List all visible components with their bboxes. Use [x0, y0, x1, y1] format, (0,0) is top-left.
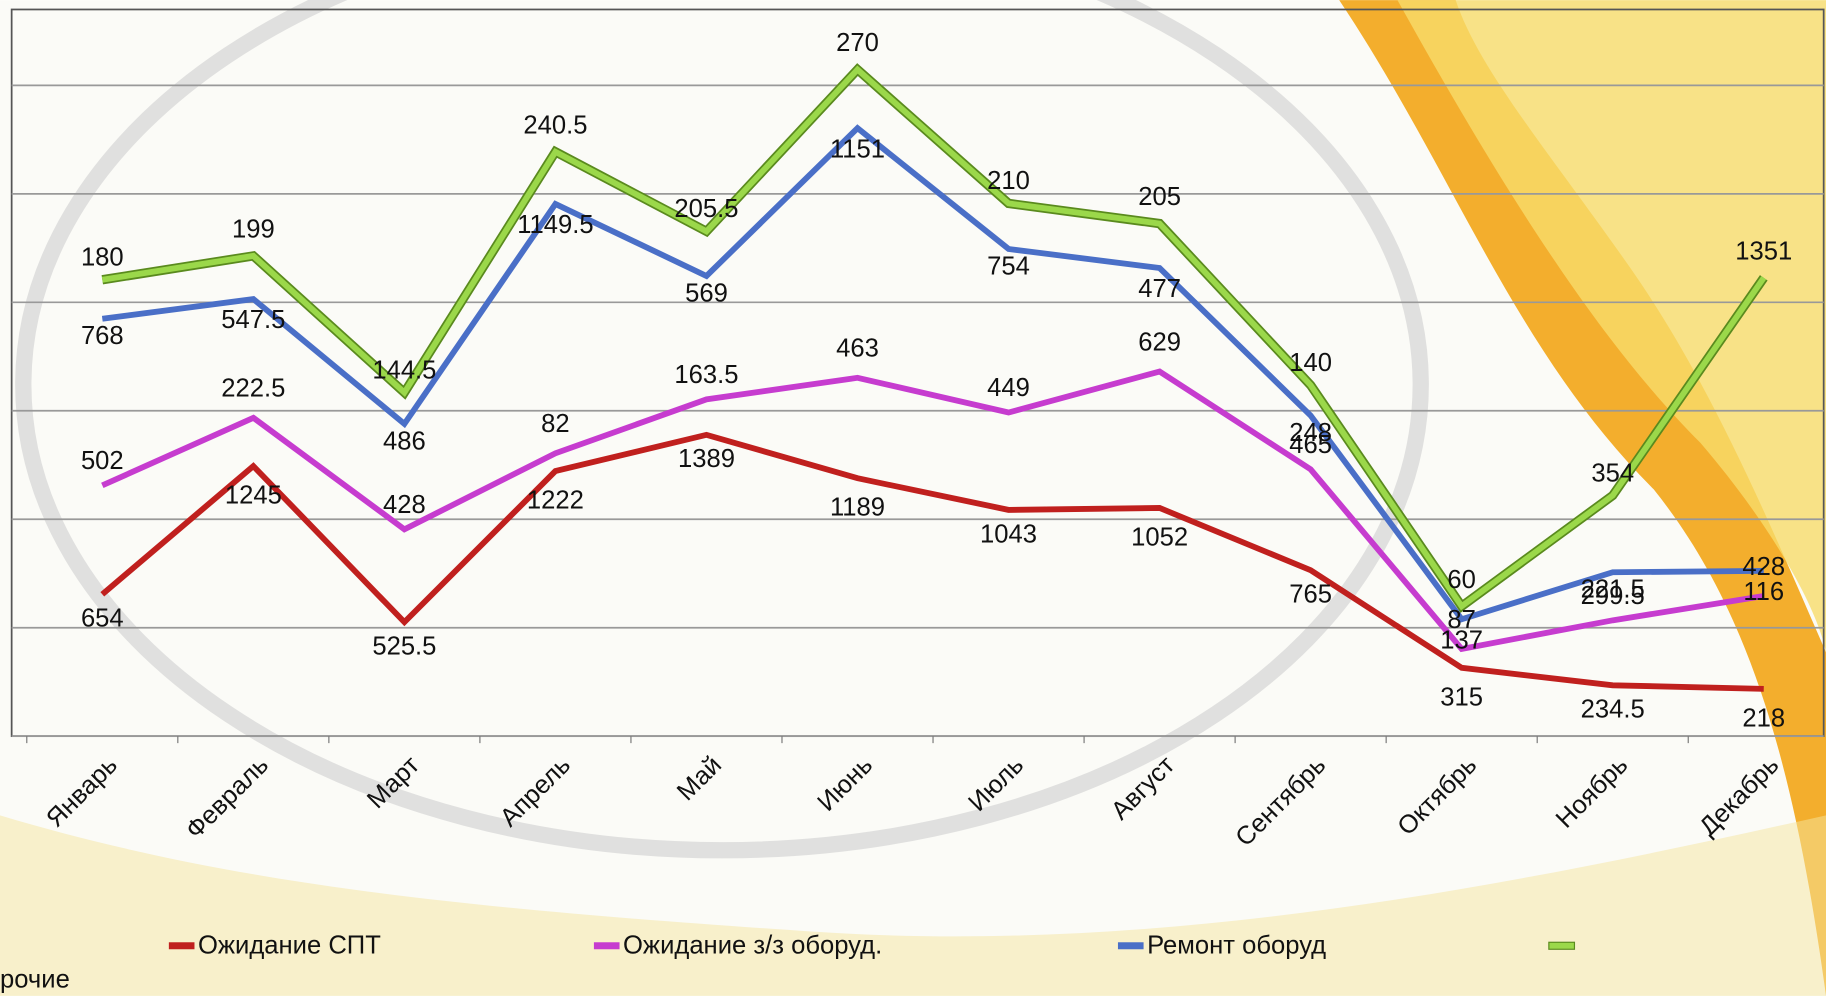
data-label: 569: [685, 279, 728, 307]
data-label: 82: [541, 410, 570, 438]
data-label: 502: [81, 447, 124, 475]
data-label: 144.5: [372, 356, 436, 384]
data-label: 1389: [678, 445, 735, 473]
data-label: 221.5: [1581, 576, 1645, 604]
data-label: 449: [987, 374, 1030, 402]
data-label: 765: [1289, 581, 1332, 609]
data-label: 140: [1289, 349, 1332, 377]
data-label: 486: [383, 427, 426, 455]
data-label: 1151: [830, 135, 885, 163]
data-label: 525.5: [372, 633, 436, 661]
cropped-text: рочие: [0, 965, 70, 993]
data-label: 218: [1742, 704, 1785, 732]
data-label: 163.5: [674, 361, 738, 389]
data-label: 428: [383, 491, 426, 519]
chart: ЯнварьФевральМартАпрельМайИюньИюльАвгуст…: [0, 0, 1826, 996]
data-label: 428: [1742, 553, 1785, 581]
data-label: 315: [1440, 683, 1483, 711]
data-label: 248: [1289, 419, 1332, 447]
data-label: 222.5: [221, 375, 285, 403]
data-label: 768: [81, 322, 124, 350]
data-label: 477: [1138, 275, 1181, 303]
data-label: 354: [1591, 459, 1634, 487]
data-label: 270: [836, 29, 879, 57]
legend-swatch: [1118, 942, 1144, 949]
data-label: 210: [987, 167, 1030, 195]
data-label: 754: [987, 252, 1030, 280]
data-label: 547.5: [221, 306, 285, 334]
data-label: 654: [81, 605, 124, 633]
data-label: 1189: [830, 494, 885, 522]
data-label: 1052: [1131, 523, 1188, 551]
legend-label: Ожидание СПТ: [198, 932, 381, 960]
data-label: 60: [1447, 566, 1476, 594]
data-label: 240.5: [523, 111, 587, 139]
legend-swatch: [1549, 942, 1575, 949]
legend-swatch: [169, 942, 195, 949]
legend-label: Ожидание з/з оборуд.: [623, 932, 882, 960]
data-label: 116: [1743, 578, 1784, 606]
legend-swatch: [594, 942, 620, 949]
data-label: 180: [81, 244, 124, 272]
page: ЯнварьФевральМартАпрельМайИюньИюльАвгуст…: [0, 0, 1826, 1001]
data-label: 199: [232, 216, 275, 244]
data-label: 137: [1440, 626, 1483, 654]
data-label: 234.5: [1581, 696, 1645, 724]
data-label: 1222: [527, 487, 584, 515]
data-label: 205: [1138, 183, 1181, 211]
data-label: 463: [836, 335, 879, 363]
data-label: 1351: [1735, 237, 1792, 265]
data-label: 205.5: [674, 195, 738, 223]
legend-label: Ремонт оборуд: [1147, 932, 1326, 960]
data-label: 1245: [225, 482, 282, 510]
data-label: 629: [1138, 328, 1181, 356]
data-label: 1043: [980, 520, 1037, 548]
data-label: 1149.5: [517, 211, 593, 239]
